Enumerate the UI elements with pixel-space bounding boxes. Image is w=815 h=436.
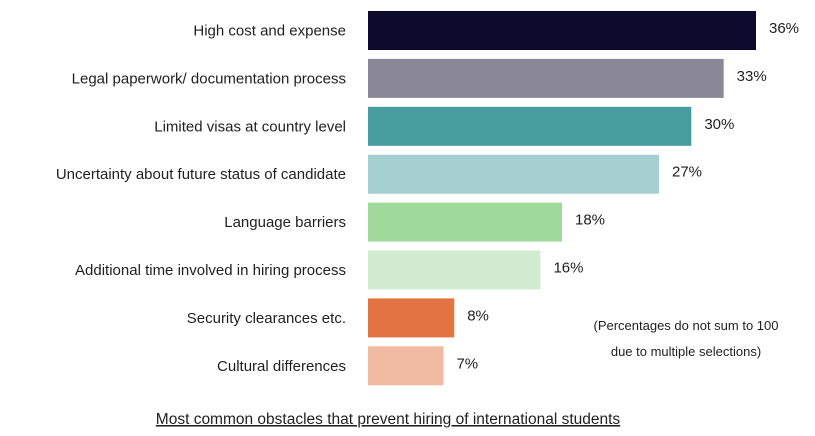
bars-group [368,11,756,386]
value-label-3: 30% [704,116,734,133]
value-label-2: 33% [737,68,767,85]
value-label-7: 8% [467,307,489,324]
category-label-8: Cultural differences [217,358,346,375]
bar-1 [368,11,756,50]
chart-title: Most common obstacles that prevent hirin… [156,411,621,428]
value-label-1: 36% [769,20,799,37]
value-labels-group: 36% 33% 30% 27% 18% 16% 8% 7% [456,20,799,372]
bar-3 [368,106,692,146]
chart-note-line-1: (Percentages do not sum to 100 [593,318,778,333]
value-label-4: 27% [672,164,702,181]
chart-note-line-2: due to multiple selections) [611,344,761,359]
category-label-4: Uncertainty about future status of candi… [56,166,346,183]
bar-5 [368,202,562,242]
category-label-2: Legal paperwork/ documentation process [72,70,346,87]
category-labels-group: High cost and expense Legal paperwork/ do… [56,23,346,375]
category-label-5: Language barriers [224,214,346,231]
value-label-8: 7% [456,355,478,372]
bar-2 [368,58,724,98]
category-label-7: Security clearances etc. [187,310,346,327]
value-label-6: 16% [553,260,583,277]
category-label-1: High cost and expense [193,23,346,40]
bar-7 [368,298,455,338]
bar-6 [368,250,541,290]
category-label-6: Additional time involved in hiring proce… [75,262,346,279]
bar-8 [368,346,444,386]
bar-4 [368,154,659,194]
category-label-3: Limited visas at country level [154,118,346,135]
value-label-5: 18% [575,212,605,229]
